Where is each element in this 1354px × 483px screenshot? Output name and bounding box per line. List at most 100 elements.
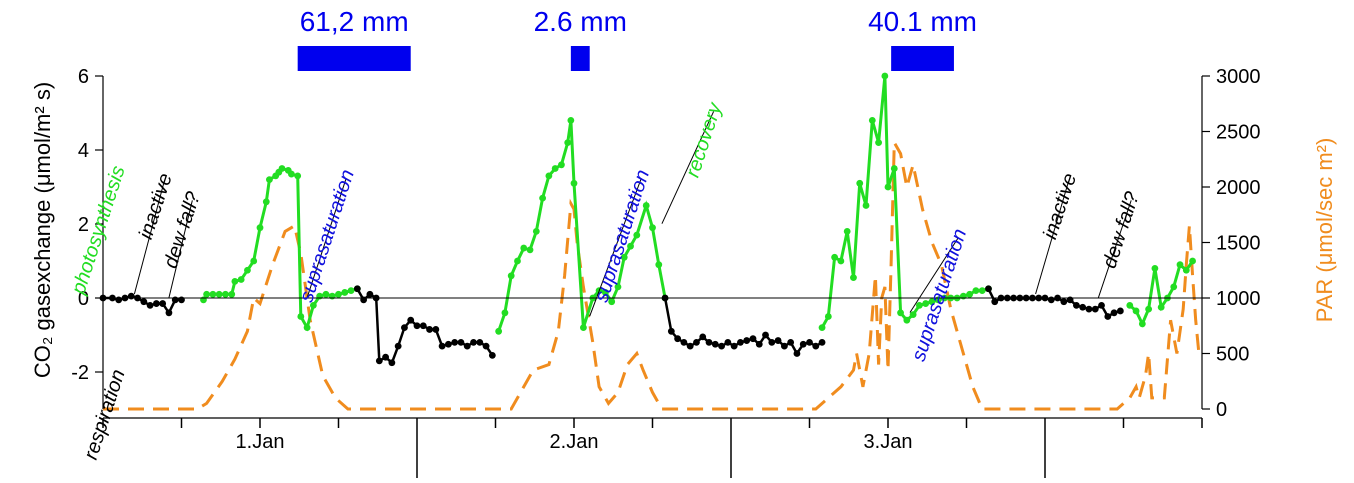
co2-point — [152, 300, 160, 307]
co2-point — [495, 327, 503, 335]
co2-point — [705, 339, 713, 346]
rain-bar — [570, 46, 590, 71]
co2-point — [159, 300, 167, 307]
co2-point — [237, 276, 245, 283]
co2-point — [1126, 302, 1134, 309]
co2-point — [724, 339, 732, 346]
co2-point — [127, 292, 135, 300]
co2-point — [884, 183, 892, 191]
rain-bar-label: 61,2 mm — [300, 6, 409, 37]
co2-point — [256, 224, 264, 232]
co2-point — [831, 253, 839, 261]
co2-point — [799, 340, 807, 348]
co2-point — [762, 331, 769, 339]
co2-point — [818, 339, 826, 346]
co2-point — [1098, 302, 1105, 309]
co2-point — [353, 285, 361, 293]
co2-point — [780, 342, 788, 350]
co2-point — [627, 242, 634, 250]
co2-active-line — [497, 120, 667, 332]
co2-point — [1170, 283, 1178, 291]
x-tick-label: 2.Jan — [550, 431, 599, 453]
y-left-tick-label: 2 — [78, 214, 89, 236]
rain-bar-label: 2.6 mm — [534, 6, 627, 37]
annotation-leader — [661, 111, 715, 224]
co2-point — [614, 283, 622, 291]
co2-point — [862, 202, 870, 209]
co2-point — [928, 298, 936, 306]
co2-point — [360, 296, 368, 304]
co2-point — [551, 165, 559, 172]
co2-point — [347, 287, 355, 294]
co2-point — [140, 298, 148, 306]
co2-point — [115, 296, 123, 304]
annotation-leader — [589, 178, 642, 317]
co2-point — [711, 340, 719, 348]
co2-point — [451, 339, 459, 346]
co2-point — [394, 342, 402, 350]
co2-point — [146, 302, 154, 309]
co2-point — [231, 277, 239, 285]
y-left-tick-label: -2 — [71, 362, 89, 384]
y-right-tick-label: 1000 — [1216, 288, 1261, 310]
co2-point — [564, 139, 572, 147]
co2-point — [482, 342, 490, 350]
annotation-label: suprasaturation — [591, 167, 655, 305]
co2-point — [388, 359, 396, 367]
co2-point — [322, 290, 330, 298]
co2-point — [501, 309, 509, 317]
co2-point — [507, 272, 515, 280]
co2-point — [768, 339, 776, 346]
co2-point — [959, 292, 967, 300]
co2-point — [558, 161, 565, 169]
y-right-tick-label: 0 — [1216, 399, 1227, 421]
y-axis-left-label: CO₂ gasexchange (μmol/m² s) — [30, 82, 55, 378]
x-tick-label: 1.Jan — [236, 431, 285, 453]
co2-point — [1151, 265, 1159, 272]
co2-point — [309, 302, 317, 309]
co2-point — [1176, 261, 1184, 269]
co2-point — [972, 287, 980, 294]
co2-point — [532, 228, 540, 235]
co2-point — [730, 342, 738, 350]
co2-point — [897, 309, 904, 317]
co2-point — [824, 313, 832, 320]
co2-point — [545, 172, 553, 180]
y-left-tick-label: 4 — [78, 140, 89, 162]
co2-point — [470, 339, 477, 346]
annotation-label: dew fall? — [1099, 188, 1145, 271]
co2-point — [693, 339, 700, 346]
co2-point — [171, 296, 179, 304]
co2-point — [580, 324, 587, 331]
co2-point — [488, 351, 496, 359]
co2-point — [288, 170, 295, 178]
annotation-label: recovery — [682, 99, 727, 180]
co2-point — [602, 289, 609, 296]
co2-point — [881, 72, 889, 80]
co2-point — [850, 274, 857, 282]
co2-point — [843, 228, 851, 235]
co2-point — [991, 298, 999, 306]
co2-point — [743, 337, 751, 344]
co2-point — [413, 322, 421, 330]
co2-point — [1157, 303, 1165, 311]
co2-point — [1066, 296, 1074, 304]
co2-point — [463, 342, 471, 350]
y-axis-right-label: PAR (μmol/sec m²) — [1312, 138, 1337, 323]
co2-point — [328, 292, 336, 300]
co2-point — [262, 198, 270, 206]
co2-point — [375, 357, 383, 365]
co2-point — [608, 298, 616, 306]
co2-point — [667, 327, 675, 335]
co2-point — [837, 257, 845, 265]
rain-bar — [297, 46, 411, 71]
co2-point — [266, 176, 273, 184]
co2-point — [366, 290, 374, 298]
co2-point — [978, 287, 986, 294]
annotation-leader — [909, 237, 959, 313]
co2-point — [244, 266, 251, 274]
co2-point — [520, 244, 528, 252]
co2-point — [787, 339, 795, 346]
co2-point — [1182, 266, 1190, 274]
rain-bar-label: 40.1 mm — [868, 6, 977, 37]
